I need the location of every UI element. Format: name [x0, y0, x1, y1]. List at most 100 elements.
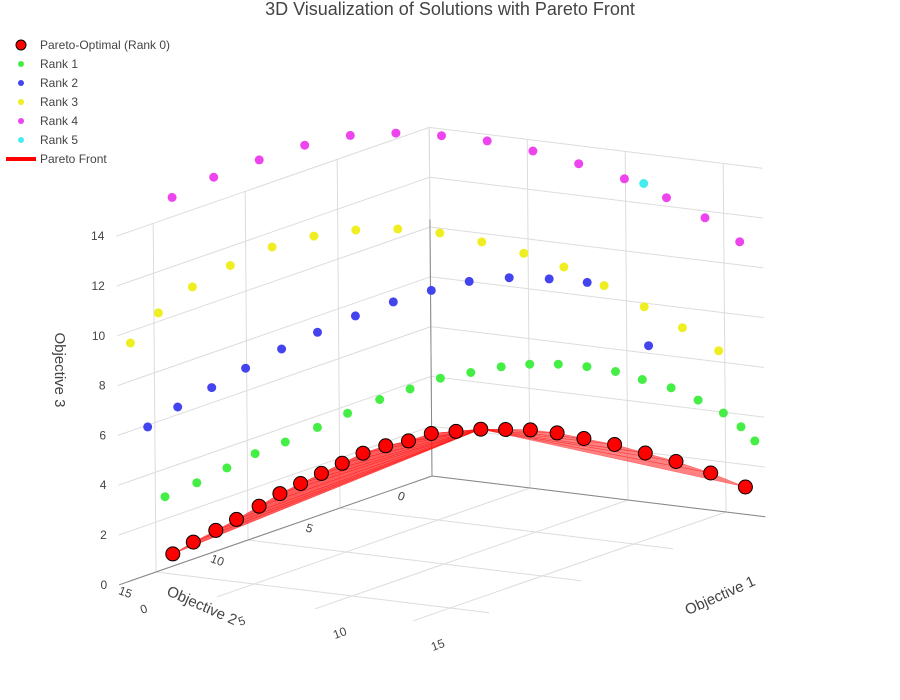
pareto-optimal-point[interactable] [378, 438, 394, 454]
rank-2-point[interactable] [644, 341, 654, 351]
rank-4-point[interactable] [254, 155, 264, 165]
pareto-optimal-point[interactable] [334, 455, 350, 471]
pareto-optimal-point[interactable] [498, 422, 514, 437]
rank-1-point[interactable] [718, 408, 728, 418]
rank-3-point[interactable] [477, 237, 487, 247]
rank-3-point[interactable] [599, 281, 609, 291]
rank-1-point[interactable] [250, 449, 260, 459]
rank-1-point[interactable] [611, 367, 620, 376]
rank-4-point[interactable] [528, 146, 538, 156]
rank-2-point[interactable] [207, 383, 217, 393]
rank-3-point[interactable] [309, 231, 319, 241]
legend-item[interactable]: Rank 2 [18, 76, 78, 90]
pareto-optimal-point[interactable] [607, 437, 623, 452]
rank-4-point[interactable] [300, 140, 310, 150]
rank-4-point[interactable] [391, 128, 401, 138]
pareto-optimal-point[interactable] [668, 454, 684, 469]
rank-4-point[interactable] [662, 193, 671, 203]
rank-2-point[interactable] [277, 344, 287, 354]
pareto-optimal-point[interactable] [355, 445, 371, 461]
rank-3-point[interactable] [187, 282, 197, 292]
pareto-optimal-point[interactable] [423, 426, 439, 441]
rank-4-point[interactable] [209, 172, 219, 182]
pareto-optimal-point[interactable] [313, 465, 329, 481]
pareto-optimal-point[interactable] [522, 422, 538, 438]
pareto-optimal-point[interactable] [576, 431, 592, 446]
rank-4-point[interactable] [437, 131, 446, 141]
rank-1-point[interactable] [736, 422, 746, 432]
rank-3-point[interactable] [267, 242, 277, 252]
legend-item[interactable]: Rank 4 [18, 114, 78, 128]
rank-1-point[interactable] [750, 436, 760, 446]
rank-3-point[interactable] [677, 323, 687, 333]
rank-3-point[interactable] [714, 346, 724, 356]
rank-3-point[interactable] [435, 228, 445, 238]
rank-3-point[interactable] [559, 262, 569, 272]
rank-2-point[interactable] [426, 285, 436, 295]
rank-1-point[interactable] [525, 359, 535, 369]
pareto-optimal-point[interactable] [737, 479, 753, 495]
rank-2-point[interactable] [143, 422, 153, 432]
pareto-optimal-point[interactable] [185, 534, 201, 550]
rank-2-point[interactable] [241, 363, 251, 373]
rank-2-point[interactable] [388, 297, 398, 307]
rank-3-point[interactable] [639, 302, 649, 312]
rank-1-point[interactable] [375, 395, 385, 404]
rank-4-point[interactable] [619, 174, 629, 184]
pareto-optimal-point[interactable] [448, 423, 464, 439]
rank-2-point[interactable] [313, 327, 322, 337]
pareto-optimal-point[interactable] [208, 522, 224, 538]
rank-3-point[interactable] [225, 261, 235, 270]
pareto-optimal-point[interactable] [473, 421, 489, 437]
pareto-optimal-point[interactable] [549, 425, 565, 441]
legend-item[interactable]: Rank 5 [18, 133, 78, 147]
rank-5-point[interactable] [639, 179, 649, 188]
rank-1-point[interactable] [693, 395, 703, 405]
rank-1-point[interactable] [160, 492, 170, 502]
rank-3-point[interactable] [519, 248, 529, 258]
legend-item[interactable]: Rank 3 [18, 95, 78, 109]
pareto-optimal-point[interactable] [401, 433, 416, 449]
rank-4-point[interactable] [574, 159, 584, 169]
pareto-optimal-point[interactable] [165, 546, 181, 562]
rank-3-point[interactable] [153, 308, 163, 318]
rank-2-point[interactable] [582, 277, 592, 287]
legend-item[interactable]: Pareto Front [6, 152, 107, 166]
rank-2-point[interactable] [504, 273, 514, 283]
rank-2-point[interactable] [544, 274, 554, 284]
rank-1-point[interactable] [466, 368, 476, 377]
rank-4-point[interactable] [735, 237, 745, 247]
legend-item[interactable]: Rank 1 [18, 57, 78, 71]
rank-1-point[interactable] [343, 408, 353, 418]
rank-1-point[interactable] [496, 362, 506, 372]
rank-3-point[interactable] [351, 225, 361, 235]
rank-4-point[interactable] [345, 130, 355, 140]
pareto-optimal-point[interactable] [637, 445, 653, 461]
pareto-optimal-point[interactable] [251, 498, 267, 514]
rank-1-point[interactable] [666, 383, 676, 393]
rank-1-point[interactable] [582, 362, 592, 372]
rank-1-point[interactable] [553, 359, 563, 369]
rank-1-point[interactable] [192, 478, 202, 488]
points-layer[interactable] [125, 128, 760, 562]
rank-1-point[interactable] [222, 463, 232, 473]
rank-2-point[interactable] [173, 402, 183, 412]
rank-1-point[interactable] [405, 384, 415, 394]
rank-1-point[interactable] [637, 375, 647, 384]
rank-1-point[interactable] [280, 437, 290, 447]
rank-4-point[interactable] [167, 192, 177, 202]
rank-4-point[interactable] [700, 213, 710, 223]
rank-1-point[interactable] [312, 422, 322, 432]
rank-3-point[interactable] [125, 338, 135, 348]
pareto-optimal-point[interactable] [272, 486, 288, 502]
legend[interactable]: Pareto-Optimal (Rank 0) Rank 1 Rank 2 Rank … [6, 38, 170, 166]
rank-4-point[interactable] [482, 136, 492, 146]
rank-1-point[interactable] [435, 373, 445, 383]
pareto-optimal-point[interactable] [229, 511, 244, 527]
pareto-optimal-point[interactable] [703, 465, 719, 481]
legend-item[interactable]: Pareto-Optimal (Rank 0) [15, 38, 170, 52]
rank-2-point[interactable] [350, 311, 360, 321]
pareto-optimal-point[interactable] [293, 476, 309, 491]
rank-2-point[interactable] [464, 276, 474, 286]
